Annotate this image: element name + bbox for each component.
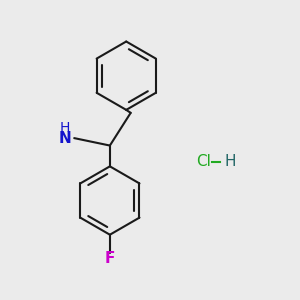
Text: H: H [60,121,70,135]
Text: Cl: Cl [196,154,211,169]
Text: H: H [224,154,236,169]
Text: F: F [105,251,115,266]
Text: N: N [59,130,72,146]
